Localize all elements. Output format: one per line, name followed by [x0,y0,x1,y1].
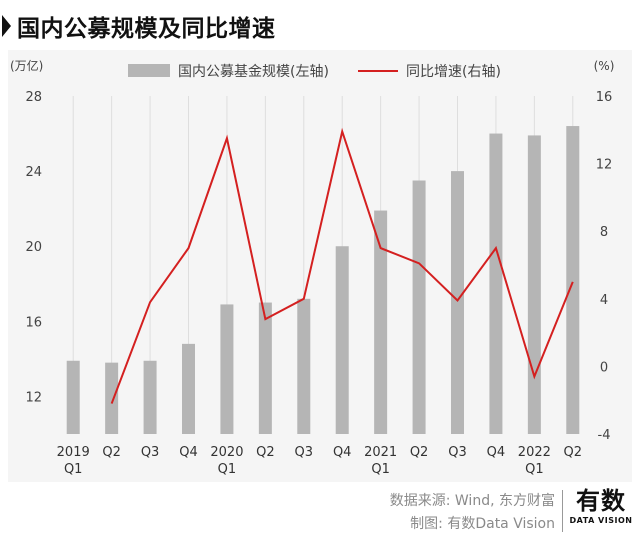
bar-line-chart: 12 16 20 24 28 (万亿) -4 0 4 8 12 16 (%) 2019 Q1 Q2 Q3 Q4… [10,58,615,477]
right-tick-label: 4 [600,293,608,308]
chart-title-bar: 国内公募规模及同比增速 [0,8,276,44]
bar [412,180,426,434]
x-tick-label: Q1 [371,462,390,477]
brand-logo: 有数 DATA VISION [568,486,634,534]
logo-divider [562,490,563,532]
bar [66,360,80,434]
left-axis-ticks: 12 16 20 24 28 (万亿) [10,58,43,405]
bar [258,302,272,434]
x-tick-label: 2020 [210,445,243,460]
right-tick-label: 8 [600,225,608,240]
right-tick-label: -4 [598,428,611,443]
title-marker-icon [2,15,11,37]
chart-title: 国内公募规模及同比增速 [17,16,276,42]
data-source: 数据来源: Wind, 东方财富 [389,493,555,509]
bar [527,135,541,434]
x-tick-label: Q3 [448,445,467,460]
left-tick-label: 28 [25,90,42,105]
x-tick-label: Q4 [487,445,506,460]
left-tick-label: 12 [25,390,42,405]
right-axis-ticks: -4 0 4 8 12 16 (%) [594,59,615,443]
bar-series [66,126,580,435]
x-tick-label: Q3 [295,445,314,460]
right-tick-label: 12 [596,158,613,173]
x-tick-label: Q2 [102,445,121,460]
bar [297,298,311,434]
bar [182,343,195,434]
bar [335,246,349,434]
bar [374,210,388,434]
x-tick-label: Q4 [333,445,352,460]
logo-sub-text: DATA VISION [569,516,633,525]
x-tick-label: Q2 [256,445,275,460]
left-tick-label: 20 [25,240,42,255]
legend-bar-label: 国内公募基金规模(左轴) [178,63,329,80]
x-tick-label: Q1 [64,462,83,477]
left-tick-label: 24 [25,165,42,180]
x-tick-label: 2022 [518,445,551,460]
right-axis-unit: (%) [594,59,615,73]
x-tick-label: Q3 [141,445,160,460]
x-tick-label: Q4 [179,445,198,460]
x-axis-ticks: 2019 Q1 Q2 Q3 Q4 2020 Q1 Q2 Q3 Q4 2021 Q1 Q2 Q3 Q4 2022… [57,445,582,477]
x-tick-label: Q1 [525,462,544,477]
bar [566,126,580,435]
bar [489,133,503,435]
bar [451,171,464,434]
bar [143,360,157,434]
x-tick-label: Q1 [218,462,237,477]
x-tick-label: 2019 [57,445,90,460]
x-tick-label: Q2 [410,445,429,460]
x-tick-label: Q2 [564,445,583,460]
bar [105,362,119,434]
right-tick-label: 16 [596,90,613,105]
line-series [110,127,574,404]
bar [220,304,234,434]
x-tick-label: 2021 [364,445,397,460]
left-axis-unit: (万亿) [10,58,43,73]
left-tick-label: 16 [25,315,42,330]
legend-bar-swatch [128,64,170,77]
legend-line-label: 同比增速(右轴) [406,64,501,80]
logo-main-text: 有数 [576,487,626,515]
right-tick-label: 0 [600,360,608,375]
chart-credit: 制图: 有数Data Vision [410,516,555,532]
chart-legend: 国内公募基金规模(左轴) 同比增速(右轴) [128,63,501,80]
